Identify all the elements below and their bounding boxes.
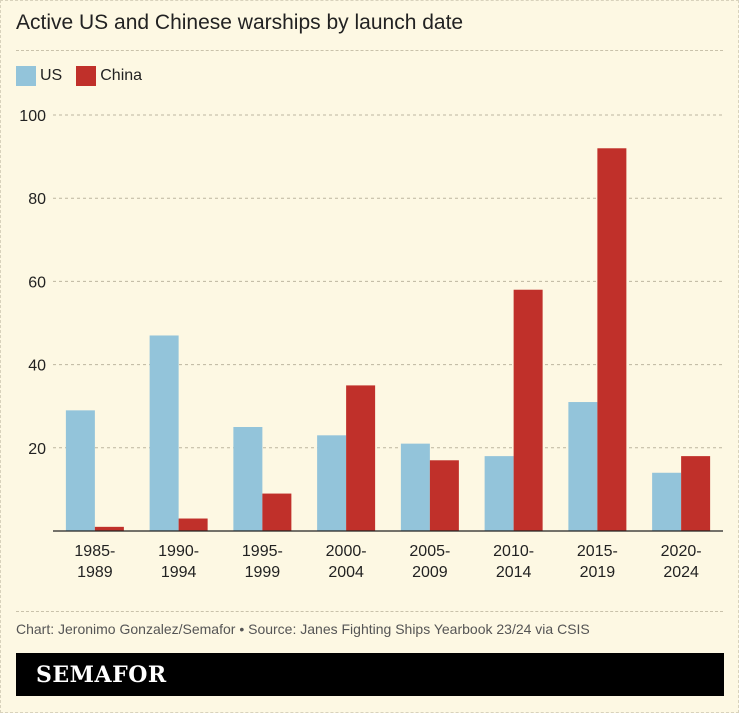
title-divider [16, 50, 723, 51]
x-tick-label: 2009 [412, 564, 448, 581]
legend-item-us: US [16, 66, 62, 86]
legend-swatch-us [16, 66, 36, 86]
chart-title: Active US and Chinese warships by launch… [16, 11, 464, 34]
bar-china [429, 460, 459, 531]
legend-swatch-china [76, 66, 97, 86]
x-tick-label: 2019 [580, 564, 616, 581]
x-tick-label: 2020- [661, 543, 702, 560]
bar-china [178, 518, 208, 531]
legend: US China [16, 66, 156, 86]
bar-china [262, 493, 292, 531]
bar-china [513, 289, 543, 531]
x-tick-label: 2010- [493, 543, 534, 560]
x-tick-label: 1989 [77, 564, 113, 581]
bar-us [149, 335, 179, 531]
y-tick-label: 100 [19, 108, 46, 125]
legend-item-china: China [76, 66, 142, 86]
x-tick-label: 1990- [158, 543, 199, 560]
x-tick-label: 2000- [326, 543, 367, 560]
brand-logo: SEMAFOR [36, 661, 167, 688]
x-tick-label: 1985- [74, 543, 115, 560]
brand-bar: SEMAFOR [16, 653, 724, 696]
bar-china [597, 148, 627, 531]
bar-us [484, 456, 514, 531]
y-tick-label: 40 [28, 358, 46, 375]
bar-chart: 20 40 60 80 100 1985- 1989 1990- 1994 1995- 1999 20… [19, 108, 723, 581]
legend-label-china: China [100, 67, 143, 84]
bar-us [233, 427, 263, 531]
y-tick-label: 60 [28, 274, 46, 291]
bar-us [317, 435, 347, 531]
bar-us [568, 402, 598, 531]
bar-us [400, 443, 430, 531]
bar-us [652, 472, 682, 531]
y-tick-label: 20 [28, 441, 46, 458]
bar-china [346, 385, 376, 531]
x-tick-label: 2005- [409, 543, 450, 560]
legend-label-us: US [40, 67, 63, 84]
x-tick-label: 2024 [663, 564, 699, 581]
x-tick-label: 1999 [245, 564, 281, 581]
source-divider [16, 611, 723, 612]
y-tick-label: 80 [28, 191, 46, 208]
bar-china [94, 526, 124, 531]
x-tick-label: 2015- [577, 543, 618, 560]
bar-us [65, 410, 95, 531]
bar-china [681, 456, 711, 531]
x-tick-label: 2004 [328, 564, 364, 581]
x-tick-label: 1995- [242, 543, 283, 560]
x-tick-label: 2014 [496, 564, 532, 581]
source-note: Chart: Jeronimo Gonzalez/Semafor • Sourc… [16, 621, 590, 637]
x-tick-label: 1994 [161, 564, 197, 581]
